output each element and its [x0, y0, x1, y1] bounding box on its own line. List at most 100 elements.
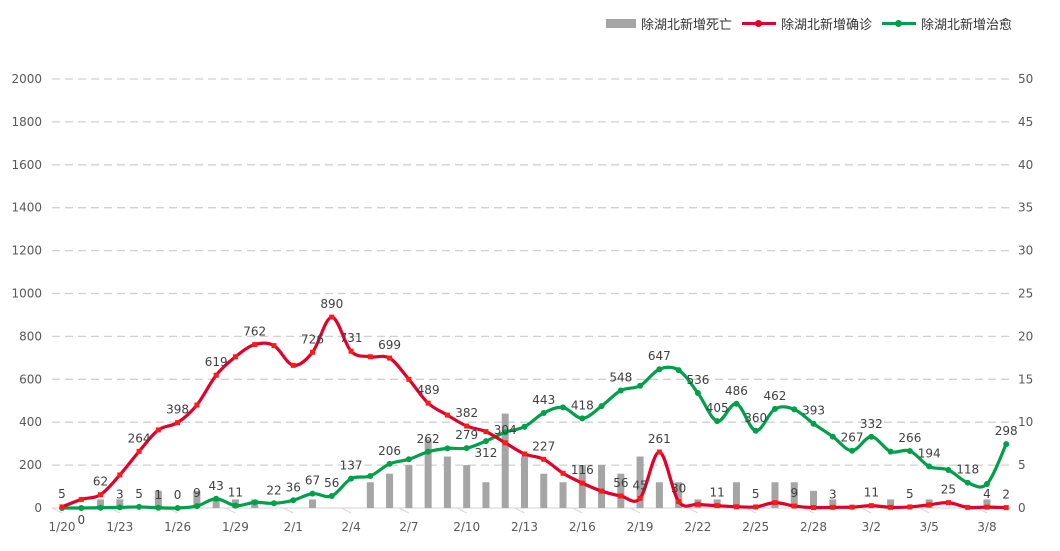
y-left-tick-label: 2000: [11, 72, 42, 86]
point-cured-1/27: [193, 503, 200, 510]
y-right-tick-label: 40: [1018, 158, 1033, 172]
bar-deaths-2/21: [675, 482, 683, 508]
point-confirmed-1/26: [175, 420, 181, 426]
y-right-tick-label: 45: [1018, 115, 1033, 129]
bar-deaths-2/19: [636, 456, 644, 508]
data-label-cured-3/4: 266: [898, 431, 921, 445]
point-cured-2/6: [386, 460, 393, 467]
data-label-confirmed-3/2: 11: [864, 486, 879, 500]
y-right-tick-label: 10: [1018, 415, 1033, 429]
point-confirmed-2/19: [637, 495, 643, 501]
point-confirmed-3/9: [1003, 505, 1009, 511]
x-tick-label: 2/7: [399, 520, 418, 534]
bar-deaths-2/27: [790, 482, 798, 508]
point-cured-2/15: [560, 404, 567, 411]
y-left-tick-label: 0: [34, 501, 42, 515]
point-confirmed-2/9: [444, 412, 450, 418]
point-cured-1/21: [78, 505, 85, 511]
point-cured-2/3: [328, 492, 335, 499]
data-label-cured-3/5: 194: [918, 446, 941, 460]
point-confirmed-3/8: [984, 504, 990, 510]
bar-deaths-2/28: [810, 490, 818, 508]
bar-deaths-2/11: [482, 482, 490, 508]
chart-legend: 除湖北新增死亡 除湖北新增确诊 除湖北新增治愈: [605, 14, 1012, 33]
legend-swatch-deaths: [605, 19, 636, 28]
x-tick-mark: [572, 507, 583, 514]
data-label-confirmed-1/20: 5: [58, 487, 66, 501]
data-label-cured-2/8: 262: [417, 432, 440, 446]
data-label-confirmed-2/14: 227: [532, 439, 555, 453]
point-confirmed-2/29: [830, 504, 836, 510]
point-cured-2/18: [617, 387, 624, 394]
point-cured-1/31: [270, 500, 277, 507]
data-label-confirmed-1/28: 619: [205, 355, 228, 369]
point-cured-2/22: [694, 390, 701, 397]
data-label-confirmed-2/29: 3: [829, 487, 837, 501]
point-cured-2/24: [733, 400, 740, 407]
point-cured-2/4: [348, 475, 355, 482]
legend-item-cured[interactable]: 除湖北新增治愈: [881, 14, 1012, 33]
data-label-cured-2/1: 36: [286, 480, 301, 494]
bar-deaths-2/7: [405, 465, 413, 508]
point-confirmed-2/24: [733, 504, 739, 510]
y-right-tick-label: 0: [1018, 501, 1026, 515]
point-cured-2/10: [463, 445, 470, 452]
point-confirmed-2/21: [676, 499, 682, 505]
x-tick-mark: [52, 507, 63, 514]
data-label-cured-2/14: 443: [532, 393, 555, 407]
bar-deaths-2/5: [366, 482, 374, 508]
point-confirmed-2/26: [772, 500, 778, 506]
bar-deaths-2/20: [655, 482, 663, 508]
line-confirmed: [61, 315, 1007, 510]
point-cured-2/9: [444, 445, 451, 452]
point-cured-3/2: [868, 433, 875, 440]
data-label-confirmed-2/18: 56: [613, 476, 628, 490]
data-label-cured-2/28: 393: [802, 404, 825, 418]
bar-deaths-1/28: [212, 499, 220, 508]
bar-deaths-2/18: [617, 473, 625, 508]
y-left-tick-label: 1000: [11, 287, 42, 301]
bar-deaths-2/8: [424, 439, 432, 508]
data-label-cured-2/25: 360: [744, 411, 767, 425]
legend-item-confirmed[interactable]: 除湖北新增确诊: [741, 14, 872, 33]
legend-item-deaths[interactable]: 除湖北新增死亡: [605, 14, 732, 33]
point-confirmed-1/23: [117, 472, 123, 478]
x-tick-label: 2/16: [569, 520, 596, 534]
point-confirmed-2/16: [579, 480, 585, 486]
point-confirmed-3/6: [945, 500, 951, 506]
x-tick-label: 2/25: [742, 520, 769, 534]
bar-deaths-1/23: [116, 499, 124, 508]
point-cured-2/11: [482, 438, 489, 445]
bar-deaths-1/25: [154, 490, 162, 508]
point-cured-2/20: [656, 366, 663, 373]
data-label-confirmed-1/22: 62: [93, 475, 108, 489]
point-cured-1/30: [251, 499, 258, 506]
bar-deaths-2/2: [309, 499, 317, 508]
data-label-cured-3/1: 267: [841, 431, 864, 445]
point-cured-2/5: [367, 473, 374, 480]
point-cured-3/5: [926, 463, 933, 470]
y-right-tick-label: 35: [1018, 201, 1033, 215]
point-confirmed-2/5: [367, 354, 373, 360]
point-cured-3/3: [887, 448, 894, 455]
point-confirmed-2/18: [618, 493, 624, 499]
data-label-cured-2/24: 486: [725, 384, 748, 398]
y-right-tick-label: 50: [1018, 72, 1033, 86]
data-label-cured-1/31: 22: [266, 483, 281, 497]
point-confirmed-2/17: [599, 488, 605, 494]
x-tick-label: 3/2: [862, 520, 881, 534]
data-label-cured-1/21: 0: [77, 513, 85, 527]
point-cured-3/8: [983, 480, 990, 487]
x-tick-mark: [514, 507, 525, 514]
point-cured-1/25: [155, 504, 162, 511]
data-label-confirmed-2/25: 5: [752, 487, 760, 501]
point-confirmed-3/5: [926, 502, 932, 508]
point-cured-2/2: [309, 490, 316, 497]
data-label-cured-1/23: 3: [116, 487, 124, 501]
data-label-confirmed-2/19: 45: [632, 478, 647, 492]
point-cured-2/1: [290, 497, 297, 504]
point-confirmed-2/3: [329, 314, 335, 320]
y-left-tick-label: 1800: [11, 115, 42, 129]
point-confirmed-1/21: [78, 496, 84, 502]
